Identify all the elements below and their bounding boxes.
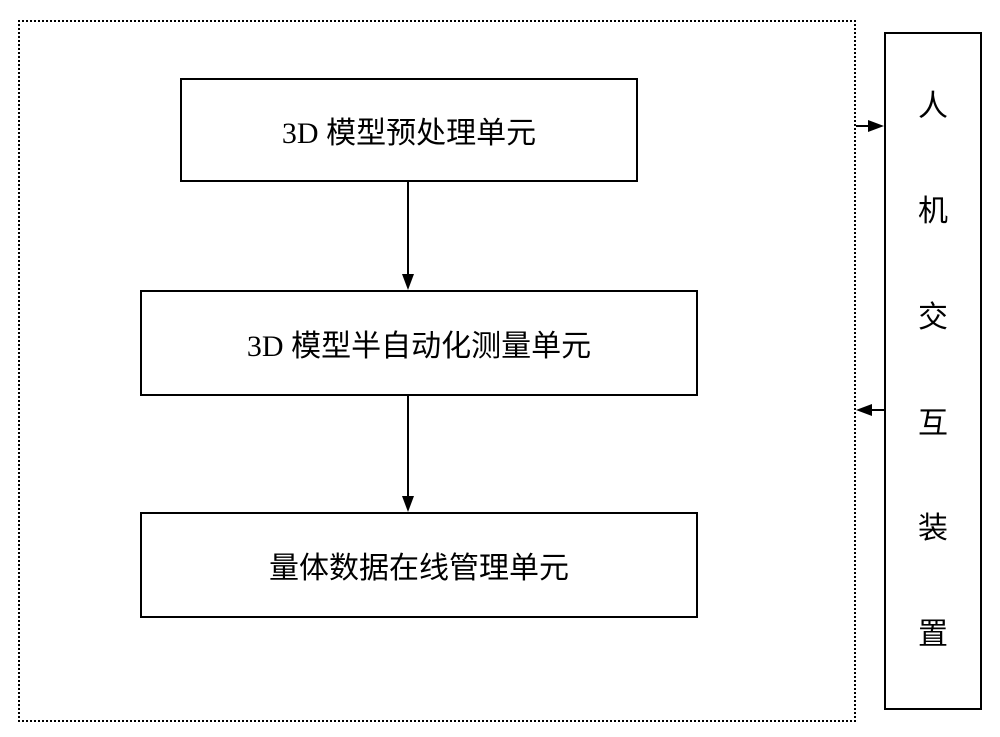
diagram-canvas: 3D 模型预处理单元 3D 模型半自动化测量单元 量体数据在线管理单元 人机交互…: [0, 0, 1000, 737]
node-preprocessing: 3D 模型预处理单元: [180, 78, 638, 182]
hmi-char-0: 人: [918, 92, 948, 122]
arrow-head-container-to-hmi: [868, 120, 884, 132]
node-measurement-label: 3D 模型半自动化测量单元: [247, 321, 591, 365]
node-measurement: 3D 模型半自动化测量单元: [140, 290, 698, 396]
hmi-char-4: 装: [918, 514, 948, 544]
node-hmi: 人机交互装置: [884, 32, 982, 710]
hmi-char-3: 互: [918, 409, 948, 439]
node-management-label: 量体数据在线管理单元: [269, 543, 569, 587]
hmi-char-5: 置: [918, 620, 948, 650]
hmi-char-1: 机: [918, 197, 948, 227]
node-management: 量体数据在线管理单元: [140, 512, 698, 618]
hmi-char-2: 交: [918, 303, 948, 333]
node-preprocessing-label: 3D 模型预处理单元: [282, 108, 536, 152]
arrow-head-hmi-to-container: [856, 404, 872, 416]
